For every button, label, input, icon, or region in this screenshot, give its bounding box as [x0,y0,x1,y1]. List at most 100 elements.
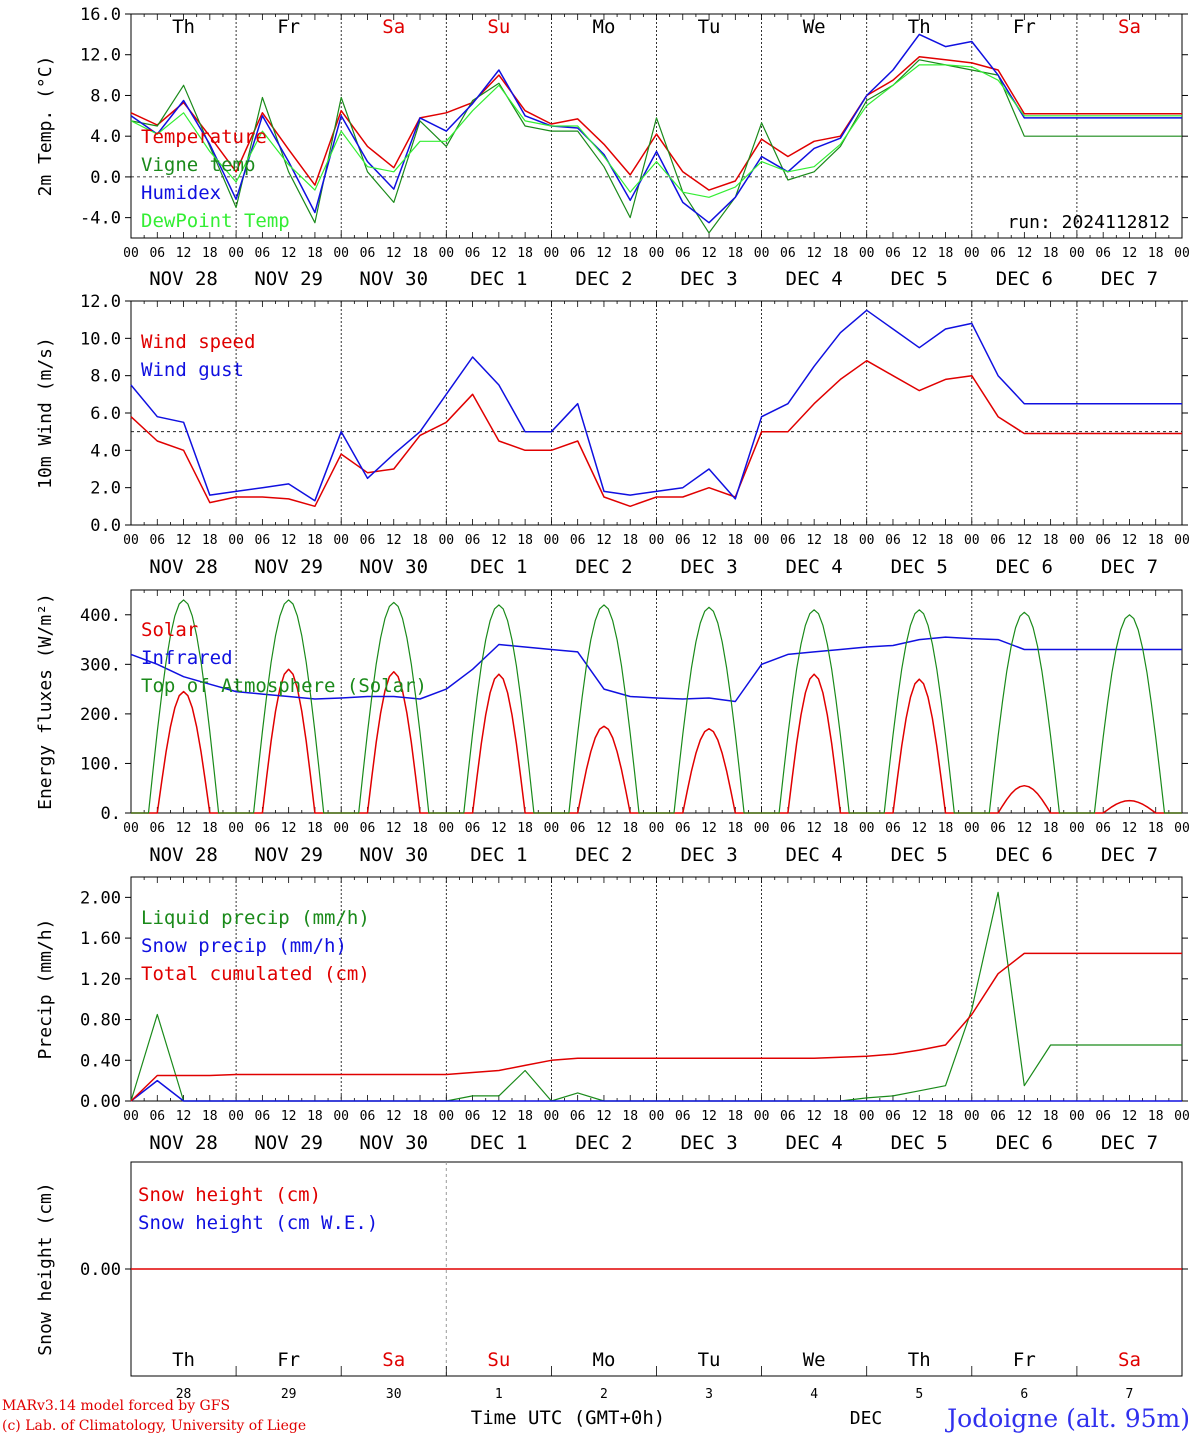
hour-tick-label: 00 [228,533,244,548]
y-tick-label: 6.0 [90,404,121,424]
y-tick-label: 8.0 [90,86,121,106]
hour-tick-label: 00 [438,821,454,836]
hour-tick-label: 12 [491,1109,507,1124]
hour-tick-label: 18 [622,821,638,836]
date-label: DEC 2 [575,1132,632,1154]
y-tick-label: 200. [80,705,121,725]
hour-tick-label: 12 [596,533,612,548]
hour-tick-label: 00 [544,533,560,548]
weekday-label: Sa [382,1349,405,1371]
y-tick-label: 2.0 [90,479,121,499]
hour-tick-label: 18 [202,246,218,261]
y-tick-label: 0.0 [90,168,121,188]
hour-tick-label: 06 [990,246,1006,261]
weekday-label: Fr [1013,1349,1036,1371]
hour-tick-label: 18 [1148,821,1164,836]
hour-tick-label: 00 [859,246,875,261]
day-number-label: 30 [386,1387,402,1402]
y-tick-label: 100. [80,754,121,774]
hour-tick-label: 06 [465,1109,481,1124]
weekday-label: We [803,1349,826,1371]
date-label: DEC 7 [1101,268,1158,290]
hour-tick-label: 18 [517,246,533,261]
hour-tick-label: 12 [596,1109,612,1124]
weekday-label: Sa [1118,1349,1141,1371]
hour-tick-label: 06 [360,821,376,836]
hour-tick-label: 06 [780,246,796,261]
date-label: DEC 4 [786,1132,843,1154]
legend-entry: Snow precip (mm/h) [141,935,347,957]
y-tick-label: 4.0 [90,441,121,461]
y-axis-label: Snow height (cm) [35,1182,56,1355]
hour-tick-label: 18 [1043,533,1059,548]
date-label: DEC 1 [470,556,527,578]
hour-tick-label: 00 [228,821,244,836]
hour-tick-label: 06 [570,1109,586,1124]
date-label: NOV 28 [149,844,218,866]
hour-tick-label: 18 [727,246,743,261]
hour-tick-label: 00 [1069,533,1085,548]
hour-tick-label: 06 [675,533,691,548]
hour-tick-label: 06 [465,246,481,261]
day-number-label: 7 [1126,1387,1134,1402]
hour-tick-label: 00 [649,246,665,261]
legend-entry: Wind gust [141,359,244,381]
hour-tick-label: 06 [675,246,691,261]
month-label: DEC [850,1408,883,1429]
hour-tick-label: 18 [938,821,954,836]
hour-tick-label: 00 [228,1109,244,1124]
panel-1: 00 06 12 18 00 06 12 18 00 06 12 18 00 06 12 18 00 06 12 18… [35,5,1190,290]
y-tick-label: 10.0 [80,329,121,349]
hour-tick-label: 12 [806,821,822,836]
hour-tick-label: 12 [386,533,402,548]
legend-entry: Liquid precip (mm/h) [141,907,370,929]
date-label: DEC 3 [680,1132,737,1154]
date-label: DEC 1 [470,844,527,866]
hour-tick-label: 12 [806,1109,822,1124]
hour-tick-label: 00 [1069,821,1085,836]
hour-tick-label: 18 [202,821,218,836]
date-label: DEC 4 [786,268,843,290]
date-label: NOV 29 [254,556,323,578]
hour-tick-label: 12 [701,246,717,261]
hour-tick-label: 18 [412,821,428,836]
hour-tick-label: 12 [281,821,297,836]
hour-tick-label: 00 [964,246,980,261]
weekday-label: Fr [1013,16,1036,38]
y-tick-label: 12.0 [80,292,121,312]
series-line-temperature [130,56,1182,191]
hour-tick-label: 06 [1095,1109,1111,1124]
panel-4: 00 06 12 18 00 06 12 18 00 06 12 18 00 06 12 18 00 06 12 18… [35,876,1190,1154]
hour-tick-label: 00 [438,246,454,261]
hour-tick-label: 06 [465,821,481,836]
day-number-label: 5 [915,1387,923,1402]
hour-tick-label: 00 [123,821,139,836]
y-tick-label: 400. [80,606,121,626]
hour-tick-label: 18 [517,533,533,548]
hour-tick-label: 18 [307,1109,323,1124]
hour-tick-label: 12 [1122,1109,1138,1124]
hour-tick-label: 12 [596,821,612,836]
hour-tick-label: 00 [964,533,980,548]
weekday-label: Sa [1118,16,1141,38]
hour-tick-label: 00 [544,246,560,261]
hour-tick-label: 12 [281,533,297,548]
hour-tick-label: 00 [1174,821,1190,836]
hour-tick-label: 06 [675,821,691,836]
series-line-top-of-atmosphere-solar [131,599,1182,814]
hour-tick-label: 12 [806,246,822,261]
hour-tick-label: 00 [964,821,980,836]
date-label: NOV 30 [359,556,428,578]
weekday-label: Sa [382,16,405,38]
day-number-label: 2 [600,1387,608,1402]
legend-entry: Wind speed [141,331,255,353]
hour-tick-label: 00 [438,533,454,548]
date-label: NOV 28 [149,556,218,578]
hour-tick-label: 06 [885,246,901,261]
y-axis-label: 10m Wind (m/s) [35,337,56,489]
series-line-infrared [130,636,1182,703]
date-label: DEC 5 [891,844,948,866]
hour-tick-label: 00 [649,821,665,836]
hour-tick-label: 00 [964,1109,980,1124]
hour-tick-label: 12 [386,821,402,836]
